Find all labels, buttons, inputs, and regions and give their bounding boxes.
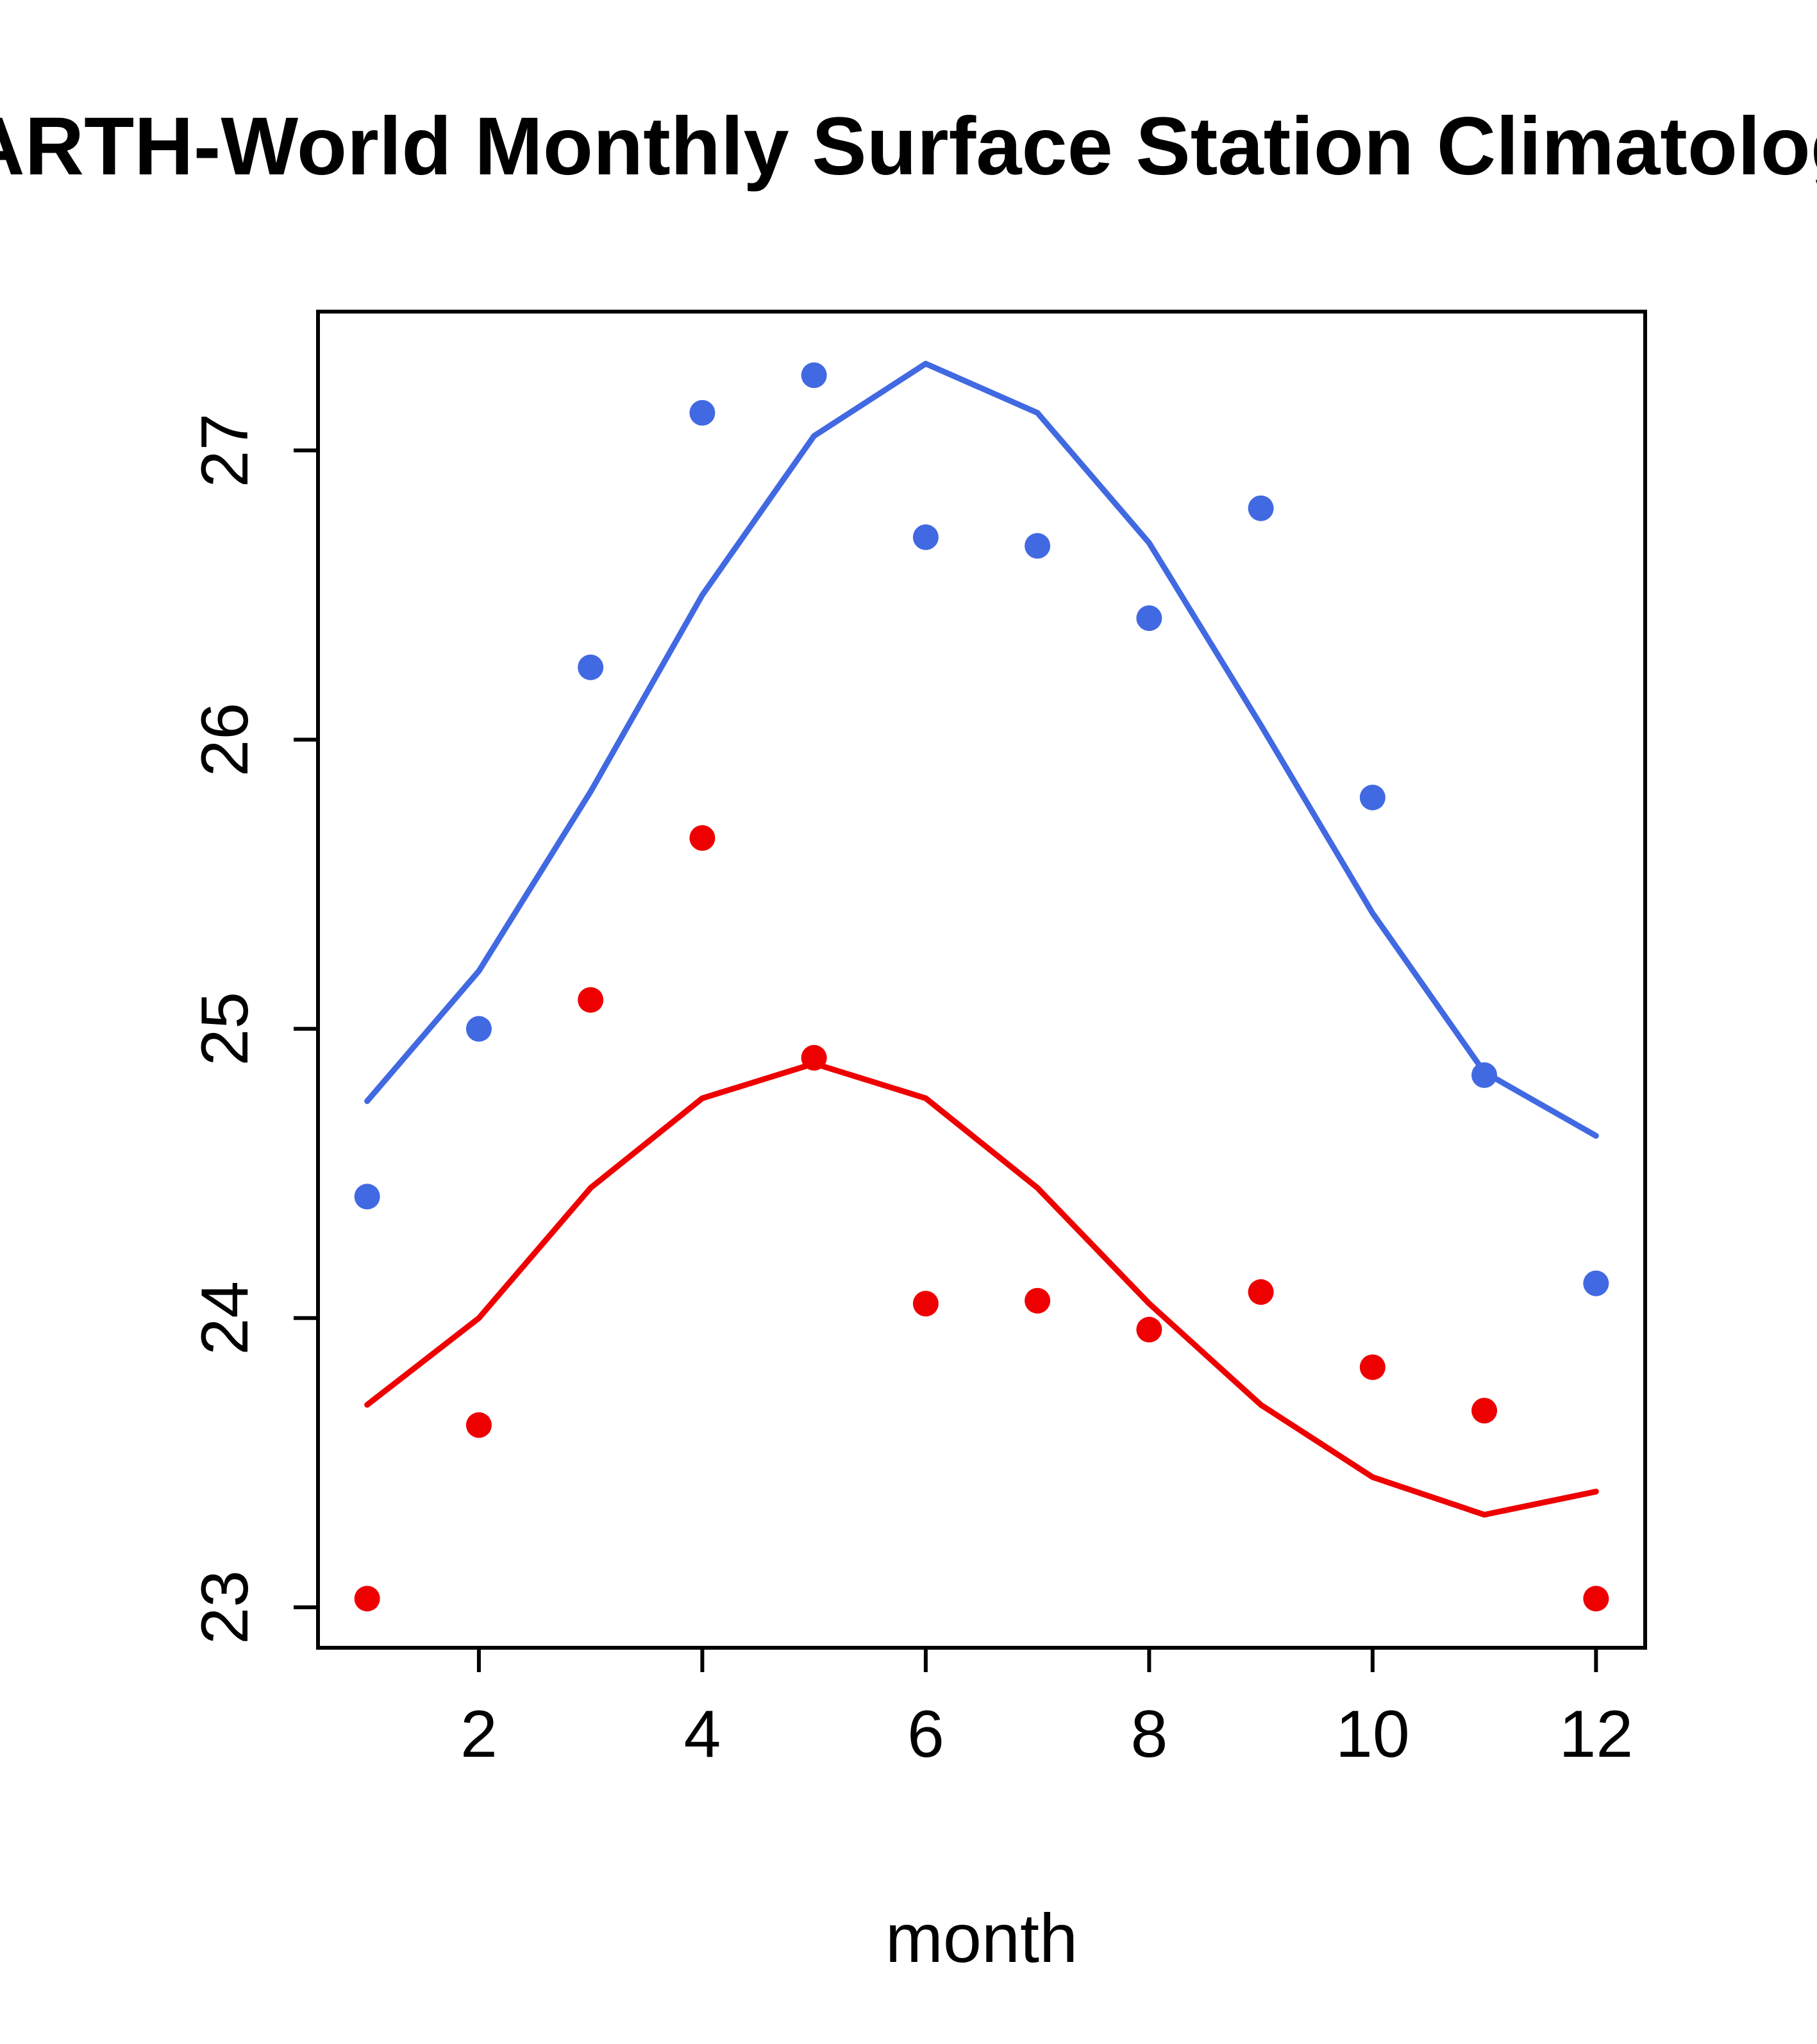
y-tick-label: 27 xyxy=(188,414,262,488)
blue-points-monthly-marker xyxy=(354,1184,380,1210)
plot-border xyxy=(316,310,1647,1650)
red-points-monthly-marker xyxy=(1025,1287,1051,1314)
red-line-smoothed xyxy=(364,1060,1599,1518)
red-points-monthly-marker xyxy=(912,1291,939,1317)
blue-points-monthly-marker xyxy=(1136,605,1162,632)
chart-title: EARTH-World Monthly Surface Station Clim… xyxy=(0,101,1817,192)
blue-points-monthly-marker xyxy=(578,654,604,680)
red-points-monthly-marker xyxy=(1359,1354,1386,1380)
y-tick-label: 23 xyxy=(188,1570,262,1645)
blue-points-monthly-marker xyxy=(1248,495,1274,521)
red-points-monthly-marker xyxy=(1471,1398,1498,1424)
blue-points-monthly-marker xyxy=(465,1016,492,1042)
x-tick-label: 4 xyxy=(683,1697,721,1772)
x-axis-label: month xyxy=(885,1899,1078,1977)
red-points-monthly-marker xyxy=(1248,1279,1274,1305)
x-tick-label: 10 xyxy=(1336,1697,1410,1772)
red-points-monthly-marker xyxy=(1583,1586,1609,1612)
red-points-monthly-marker xyxy=(465,1412,492,1438)
red-points-monthly-marker xyxy=(1136,1316,1162,1343)
x-tick-label: 6 xyxy=(907,1697,944,1772)
y-tick-label: 24 xyxy=(188,1281,262,1355)
blue-points-monthly-marker xyxy=(801,362,827,389)
x-tick-label: 8 xyxy=(1130,1697,1168,1772)
blue-points-monthly-marker xyxy=(1583,1270,1609,1296)
blue-points-monthly-marker xyxy=(689,399,716,426)
red-points-monthly-marker xyxy=(578,987,604,1013)
blue-points-monthly-marker xyxy=(1471,1062,1498,1088)
blue-points-monthly-marker xyxy=(1025,533,1051,559)
x-tick-label: 2 xyxy=(460,1697,498,1772)
red-points-monthly-marker xyxy=(801,1044,827,1071)
red-points-monthly-marker xyxy=(354,1586,380,1612)
y-tick-label: 26 xyxy=(188,703,262,777)
x-tick-label: 12 xyxy=(1559,1697,1633,1772)
blue-points-monthly-marker xyxy=(1359,784,1386,810)
red-points-monthly-marker xyxy=(689,825,716,851)
y-tick-label: 25 xyxy=(188,992,262,1066)
blue-line-smoothed xyxy=(364,360,1599,1139)
blue-points-monthly-marker xyxy=(912,524,939,550)
